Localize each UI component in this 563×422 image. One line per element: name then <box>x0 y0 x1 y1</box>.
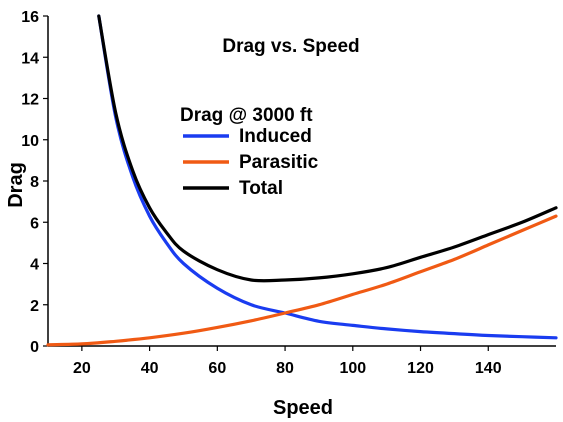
x-tick-label: 100 <box>339 360 366 377</box>
axes: 0 2 4 6 8 10 12 14 16 20 40 60 80 100 120 140 <box>21 9 556 377</box>
y-tick-label: 14 <box>21 50 39 67</box>
chart-title: Drag vs. Speed <box>222 36 359 57</box>
y-tick-label: 4 <box>30 257 39 274</box>
series-layer <box>46 14 558 347</box>
x-tick-label: 20 <box>73 360 91 377</box>
y-tick-label: 6 <box>30 215 39 232</box>
series-line-parasitic <box>46 214 558 347</box>
legend: Drag @ 3000 ft Induced Parasitic Total <box>180 105 319 199</box>
legend-label-induced: Induced <box>239 126 312 147</box>
legend-label-total: Total <box>239 178 283 199</box>
x-tick-label: 80 <box>276 360 294 377</box>
y-tick-label: 0 <box>30 339 39 356</box>
y-tick-label: 8 <box>30 174 39 191</box>
x-axis-title: Speed <box>273 397 333 419</box>
legend-label-parasitic: Parasitic <box>239 152 319 173</box>
y-tick-label: 16 <box>21 9 39 26</box>
y-tick-label: 10 <box>21 133 39 150</box>
series-line-total <box>97 14 558 283</box>
y-tick-label: 2 <box>30 298 39 315</box>
x-tick-label: 120 <box>407 360 434 377</box>
x-tick-label: 140 <box>475 360 502 377</box>
x-tick-label: 40 <box>141 360 159 377</box>
y-axis-title: Drag <box>5 162 27 208</box>
legend-title: Drag @ 3000 ft <box>180 105 313 126</box>
x-tick-label: 60 <box>208 360 226 377</box>
y-tick-label: 12 <box>21 92 39 109</box>
